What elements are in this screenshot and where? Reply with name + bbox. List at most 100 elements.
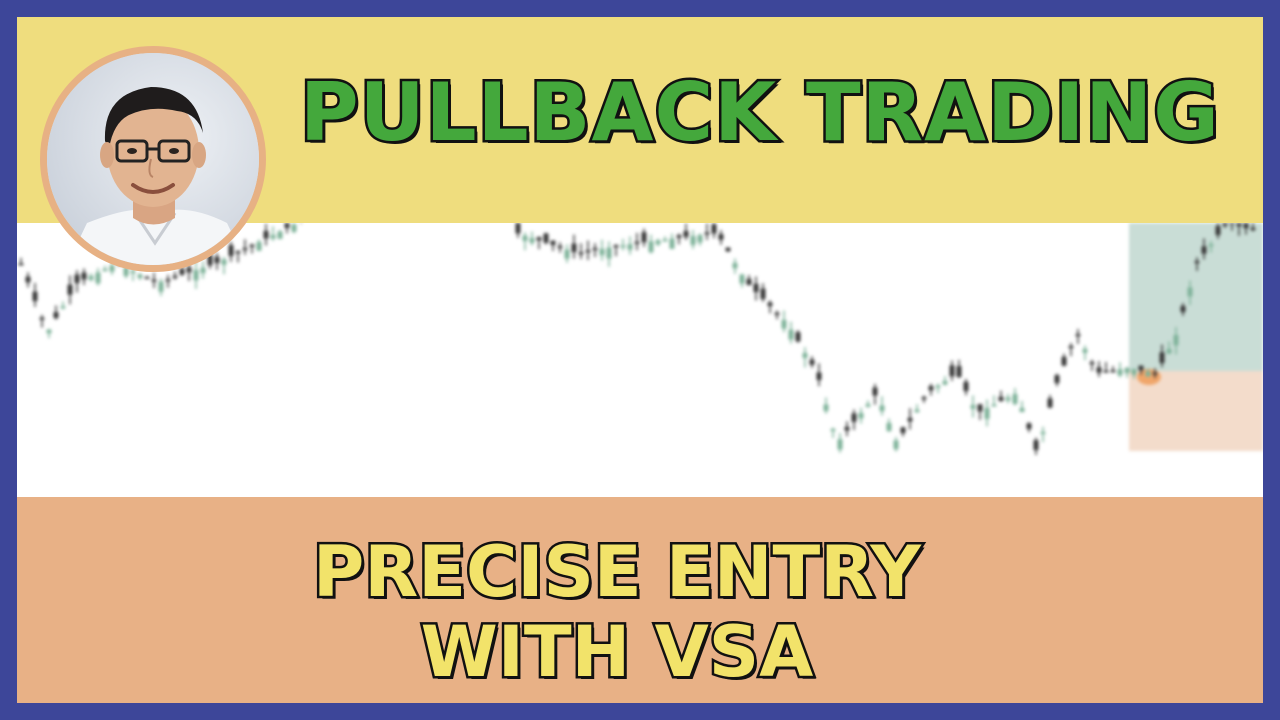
candle-body	[690, 236, 696, 245]
candle-body	[1215, 226, 1221, 235]
candle-body	[998, 396, 1004, 401]
candle-body	[60, 306, 66, 309]
candle-body	[816, 372, 822, 380]
candle-body	[1208, 244, 1214, 247]
candle-body	[662, 239, 668, 242]
candle-body	[1236, 223, 1242, 227]
candle-body	[879, 405, 885, 412]
candle-body	[1187, 287, 1193, 297]
candle-body	[25, 276, 31, 283]
candle-body	[137, 274, 143, 278]
candle-body	[634, 241, 640, 244]
subtitle-line-2: WITH VSA	[418, 610, 816, 695]
candle-body	[935, 385, 941, 388]
candle-body	[172, 275, 178, 278]
candle-body	[774, 312, 780, 315]
candle-body	[788, 329, 794, 340]
candle-body	[585, 250, 591, 253]
video-subtitle: PRECISE ENTRY WITH VSA	[267, 530, 967, 695]
candle-body	[718, 234, 724, 240]
candle-body	[928, 386, 934, 391]
candle-body	[823, 404, 829, 411]
candle-body	[1180, 306, 1186, 312]
candle-body	[1229, 223, 1235, 225]
candle-body	[165, 279, 171, 282]
candle-body	[200, 267, 206, 274]
candle-body	[1026, 423, 1032, 429]
candle-body	[536, 237, 542, 241]
candle-body	[865, 404, 871, 407]
candle-body	[893, 440, 899, 450]
candle-body	[32, 291, 38, 301]
candle-body	[81, 272, 87, 280]
candle-body	[984, 408, 990, 419]
candle-body	[1243, 223, 1249, 229]
candle-body	[949, 365, 955, 377]
candle-body	[1089, 362, 1095, 365]
candle-body	[697, 235, 703, 243]
candle-body	[963, 381, 969, 391]
candle-body	[228, 245, 234, 256]
candle-body	[151, 279, 157, 282]
candle-body	[1152, 372, 1158, 375]
candle-body	[263, 230, 269, 239]
candle-body	[46, 329, 52, 334]
candle-body	[95, 272, 101, 284]
candle-body	[74, 274, 80, 283]
candle-body	[88, 276, 94, 280]
candle-body	[781, 320, 787, 329]
candle-body	[578, 252, 584, 255]
candle-body	[872, 387, 878, 396]
candle-body	[207, 254, 213, 266]
candle-body	[746, 278, 752, 285]
candle-body	[18, 263, 24, 266]
candle-body	[655, 240, 661, 245]
candle-body	[1201, 246, 1207, 254]
candle-body	[1131, 369, 1137, 375]
candle-body	[1047, 398, 1053, 408]
candle-body	[1019, 408, 1025, 412]
thumbnail-canvas: PULLBACK TRADING PRECISE ENTRY WITH VSA	[17, 17, 1263, 703]
candle-body	[1124, 368, 1130, 374]
candle-body	[802, 353, 808, 358]
candle-body	[522, 235, 528, 241]
candle-body	[809, 359, 815, 365]
candle-body	[284, 223, 290, 228]
candle-body	[991, 404, 997, 407]
candle-body	[291, 224, 297, 232]
candle-body	[739, 274, 745, 284]
candle-body	[109, 265, 115, 272]
candle-body	[1250, 227, 1256, 231]
candle-body	[858, 413, 864, 419]
candle-body	[144, 276, 150, 279]
candle-body	[256, 242, 262, 251]
subtitle-line-1: PRECISE ENTRY	[311, 530, 924, 615]
candle-body	[1173, 335, 1179, 346]
candle-body	[1222, 223, 1228, 226]
candle-body	[977, 404, 983, 412]
candle-body	[543, 233, 549, 243]
candle-body	[1145, 371, 1151, 377]
candle-body	[760, 288, 766, 299]
candle-body	[711, 224, 717, 234]
candle-body	[179, 268, 185, 275]
candle-body	[1110, 370, 1116, 373]
candle-body	[557, 246, 563, 249]
candle-body	[550, 240, 556, 245]
candle-body	[515, 223, 521, 234]
candle-body	[1082, 349, 1088, 353]
candle-body	[592, 248, 598, 251]
candle-body	[970, 405, 976, 409]
candle-body	[564, 249, 570, 259]
candle-body	[130, 271, 136, 274]
candle-body	[921, 397, 927, 400]
candle-body	[1096, 367, 1102, 373]
candle-body	[1117, 369, 1123, 376]
presenter-portrait-icon	[47, 53, 259, 265]
candle-body	[914, 409, 920, 413]
candle-body	[599, 248, 605, 256]
candle-body	[669, 238, 675, 249]
candle-body	[627, 244, 633, 250]
candle-body	[1012, 394, 1018, 404]
